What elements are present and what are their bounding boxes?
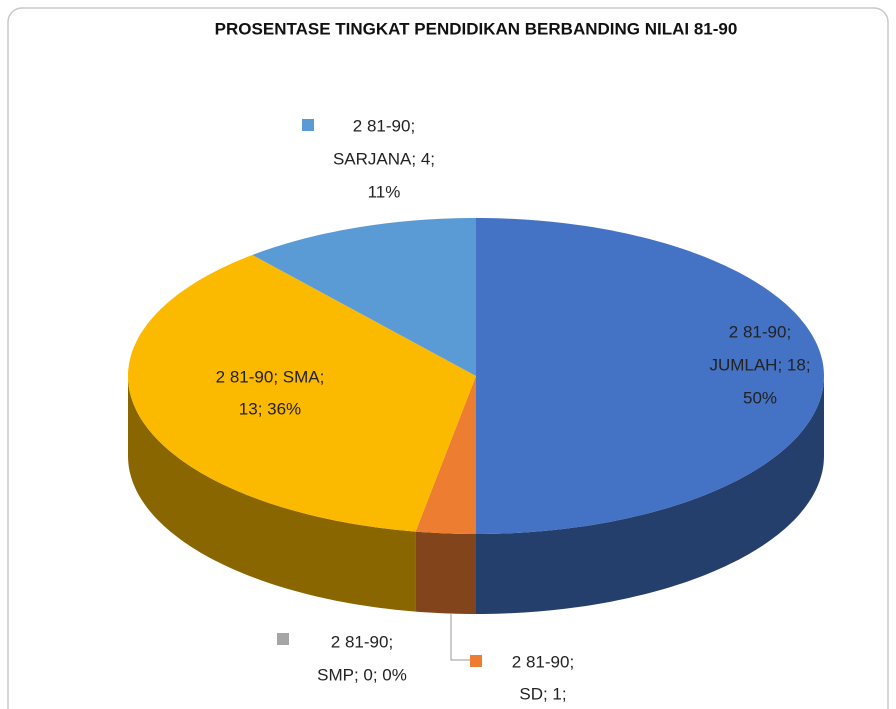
data-label: SMP; 0; 0% (317, 665, 407, 684)
data-labels: 2 81-90; SD; 1; 2 81-90; SMP; 0; 0% 2 81-90;… (157, 116, 811, 703)
pie-tops (128, 218, 824, 534)
pie-sides (128, 376, 824, 614)
pie-slice (128, 255, 476, 532)
data-label: 2 81-90; SMA; (216, 367, 325, 386)
label-marker (302, 119, 314, 131)
pie-slice (415, 376, 476, 534)
data-label: 2 81-90; (729, 322, 791, 341)
pie-side (476, 376, 824, 614)
leader-line (450, 614, 470, 661)
pie-side (128, 376, 416, 612)
pie-side (415, 531, 476, 614)
label-marker (470, 655, 482, 667)
data-label: 2 81-90; (512, 652, 574, 671)
data-label: 50% (743, 388, 777, 407)
chart-title: PROSENTASE TINGKAT PENDIDIKAN BERBANDING… (215, 19, 738, 38)
data-label: 2 81-90; (331, 632, 393, 651)
data-label: 2 81-90; (353, 116, 415, 135)
data-label: 11% (368, 182, 401, 201)
data-label: 13; 36% (239, 399, 301, 418)
data-label: SARJANA; 4; (333, 149, 435, 168)
pie-slice (252, 218, 476, 376)
pie-slice (476, 218, 824, 534)
label-marker (157, 366, 169, 378)
label-marker (659, 321, 671, 333)
label-marker (277, 633, 289, 645)
data-label: JUMLAH; 18; (709, 355, 810, 374)
data-label: SD; 1; (519, 684, 566, 703)
